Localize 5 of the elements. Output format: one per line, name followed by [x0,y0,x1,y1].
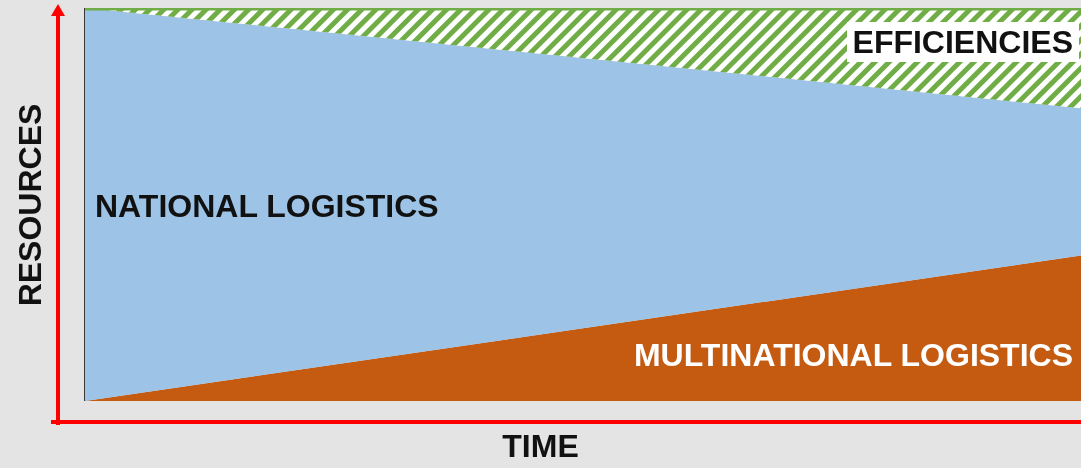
y-axis-title: RESOURCES [11,103,49,307]
series-label: EFFICIENCIES [846,22,1079,62]
x-axis-title: TIME [501,428,580,465]
series-label: NATIONAL LOGISTICS [95,187,439,226]
series-label: MULTINATIONAL LOGISTICS [633,336,1073,375]
